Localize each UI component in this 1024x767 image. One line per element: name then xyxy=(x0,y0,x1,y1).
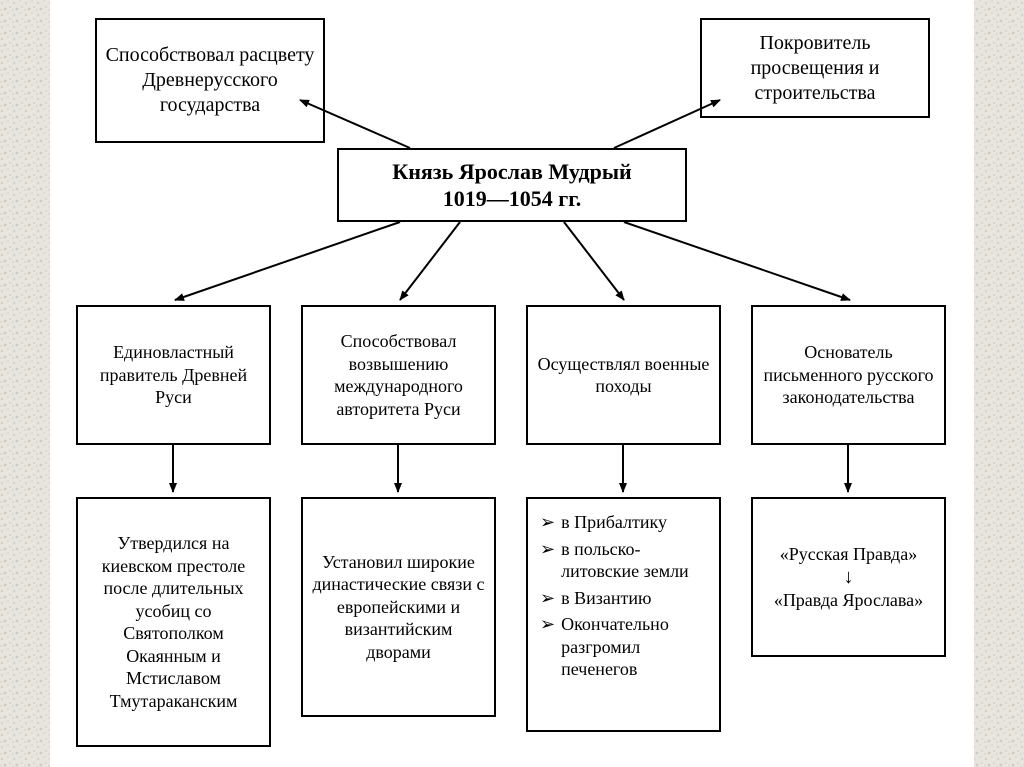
r2c4-text: Основатель письменного русского законода… xyxy=(761,341,936,409)
node-r3c4: «Русская Правда» ↓ «Правда Ярослава» xyxy=(751,497,946,657)
bullet-icon: ➢ xyxy=(540,587,555,610)
node-r3c3: ➢в Прибалтику➢в польско-литовские земли➢… xyxy=(526,497,721,732)
list-item-text: в польско-литовские земли xyxy=(561,538,709,583)
diagram-content: Способствовал расцвету Древнерусского го… xyxy=(0,0,1024,767)
node-r2c2: Способствовал возвышению международного … xyxy=(301,305,496,445)
list-item: ➢ в Прибалтику xyxy=(540,511,667,534)
center-line2: 1019—1054 гг. xyxy=(392,185,631,213)
node-r2c4: Основатель письменного русского законода… xyxy=(751,305,946,445)
list-item: ➢ Окончательно разгромил печенегов xyxy=(540,613,709,681)
r2c2-text: Способствовал возвышению международного … xyxy=(311,330,486,420)
node-top-right-text: Покровитель просвещения и строительства xyxy=(710,31,920,106)
node-top-right: Покровитель просвещения и строительства xyxy=(700,18,930,118)
bullet-icon: ➢ xyxy=(540,511,555,534)
r3c4-bottom: «Правда Ярослава» xyxy=(774,589,923,612)
r2c3-text: Осуществлял военные походы xyxy=(536,353,711,398)
r3c2-text: Установил широкие династические связи с … xyxy=(311,551,486,664)
down-arrow-icon: ↓ xyxy=(844,567,854,587)
node-r3c2: Установил широкие династические связи с … xyxy=(301,497,496,717)
node-r3c1: Утвердился на киевском престоле после дл… xyxy=(76,497,271,747)
node-r2c1: Единовластный правитель Древней Руси xyxy=(76,305,271,445)
bullet-icon: ➢ xyxy=(540,613,555,636)
list-item-text: Окончательно разгромил печенегов xyxy=(561,613,709,681)
node-center: Князь Ярослав Мудрый 1019—1054 гг. xyxy=(337,148,687,222)
list-item: ➢ в польско-литовские земли xyxy=(540,538,709,583)
list-item: ➢ в Византию xyxy=(540,587,651,610)
node-r2c3: Осуществлял военные походы xyxy=(526,305,721,445)
list-item-text: в Византию xyxy=(561,587,651,610)
bullet-icon: ➢ xyxy=(540,538,555,561)
r3c4-top: «Русская Правда» xyxy=(780,543,917,566)
center-line1: Князь Ярослав Мудрый xyxy=(392,158,631,186)
r2c1-text: Единовластный правитель Древней Руси xyxy=(86,341,261,409)
r3c1-text: Утвердился на киевском престоле после дл… xyxy=(86,532,261,712)
node-top-left: Способствовал расцвету Древнерусского го… xyxy=(95,18,325,143)
node-top-left-text: Способствовал расцвету Древнерусского го… xyxy=(105,43,315,118)
list-item-text: в Прибалтику xyxy=(561,511,667,534)
